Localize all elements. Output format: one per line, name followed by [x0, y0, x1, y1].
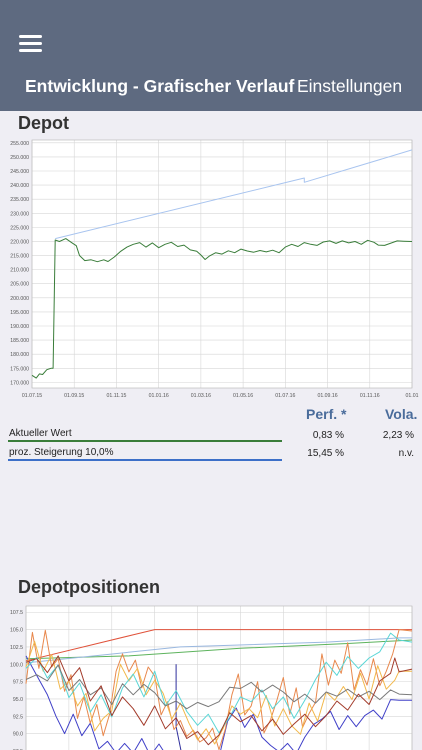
y-tick-label: 87.5: [13, 749, 23, 750]
x-tick-label: 01.01: [406, 393, 419, 399]
row-label-steigerung: proz. Steigerung 10,0%: [9, 447, 114, 458]
depot-section-title: Depot: [18, 113, 69, 133]
x-tick-label: 01.01.16: [149, 393, 169, 399]
y-tick-label: 235.000: [10, 197, 29, 203]
y-tick-label: 255.000: [10, 141, 29, 147]
series-line-1: [31, 238, 413, 379]
y-tick-label: 230.000: [10, 211, 29, 217]
y-tick-label: 102.5: [10, 645, 23, 651]
y-tick-label: 220.000: [10, 239, 29, 245]
y-tick-label: 210.000: [10, 268, 29, 274]
x-tick-label: 01.07.15: [22, 393, 42, 399]
y-tick-label: 245.000: [10, 169, 29, 175]
x-tick-label: 01.11.16: [360, 393, 380, 399]
y-tick-label: 170.000: [10, 380, 29, 386]
y-tick-label: 105.0: [10, 628, 23, 634]
y-tick-label: 107.5: [10, 610, 23, 616]
x-tick-label: 01.05.16: [233, 393, 253, 399]
y-tick-label: 90.0: [13, 732, 23, 738]
series-line-8: [25, 632, 413, 734]
series-line-9: [25, 664, 413, 710]
x-tick-label: 01.07.16: [275, 393, 295, 399]
row-vola-steigerung: n.v.: [398, 448, 414, 459]
y-tick-label: 92.5: [13, 714, 23, 720]
legend-line-aktueller-wert: [8, 440, 282, 442]
y-tick-label: 100.0: [10, 662, 23, 668]
settings-button[interactable]: Einstellungen: [297, 76, 403, 96]
menu-icon[interactable]: [19, 35, 42, 52]
series-line-2: [55, 149, 413, 240]
positions-chart: 87.5 90.0 92.5 95.0 97.5 100.0 102.5 105.0 107.5: [10, 605, 413, 750]
y-tick-label: 195.000: [10, 310, 29, 316]
perf-column-header: Perf. *: [306, 406, 347, 422]
y-tick-label: 225.000: [10, 225, 29, 231]
plot-area: [26, 606, 412, 750]
plot-area: [32, 140, 412, 388]
x-tick-label: 01.09.16: [317, 393, 337, 399]
series-line-3: [25, 637, 412, 664]
page-title: Entwicklung - Grafischer Verlauf: [25, 76, 295, 96]
y-tick-label: 180.000: [10, 352, 29, 358]
y-tick-label: 185.000: [10, 338, 29, 344]
y-tick-label: 250.000: [10, 155, 29, 161]
y-tick-label: 215.000: [10, 254, 29, 260]
vola-column-header: Vola.: [385, 406, 418, 422]
series-line-4: [25, 655, 412, 750]
app-header: Entwicklung - Grafischer Verlauf Einstel…: [0, 0, 422, 111]
series-line-10: [25, 655, 413, 746]
y-tick-label: 200.000: [10, 296, 29, 302]
row-perf-aktueller-wert: 0,83 %: [312, 430, 344, 441]
series-line-6: [25, 629, 413, 750]
y-tick-label: 175.000: [10, 366, 29, 372]
legend-line-steigerung: [8, 459, 282, 461]
y-tick-label: 190.000: [10, 324, 29, 330]
x-tick-label: 01.03.16: [191, 393, 211, 399]
y-tick-label: 240.000: [10, 183, 29, 189]
depot-chart: 170.000 175.000 180.000 185.000 190.000 195.0…: [10, 139, 419, 399]
series-line-1: [25, 629, 412, 662]
x-tick-label: 01.09.15: [64, 393, 84, 399]
y-tick-label: 97.5: [13, 680, 23, 686]
y-tick-label: 95.0: [13, 697, 23, 703]
row-perf-steigerung: 15,45 %: [307, 448, 344, 459]
row-label-aktueller-wert: Aktueller Wert: [9, 428, 72, 439]
positions-section-title: Depotpositionen: [18, 577, 160, 597]
plot-frame: [31, 139, 413, 389]
x-tick-label: 01.11.15: [107, 393, 127, 399]
row-vola-aktueller-wert: 2,23 %: [382, 430, 414, 441]
y-tick-label: 205.000: [10, 282, 29, 288]
